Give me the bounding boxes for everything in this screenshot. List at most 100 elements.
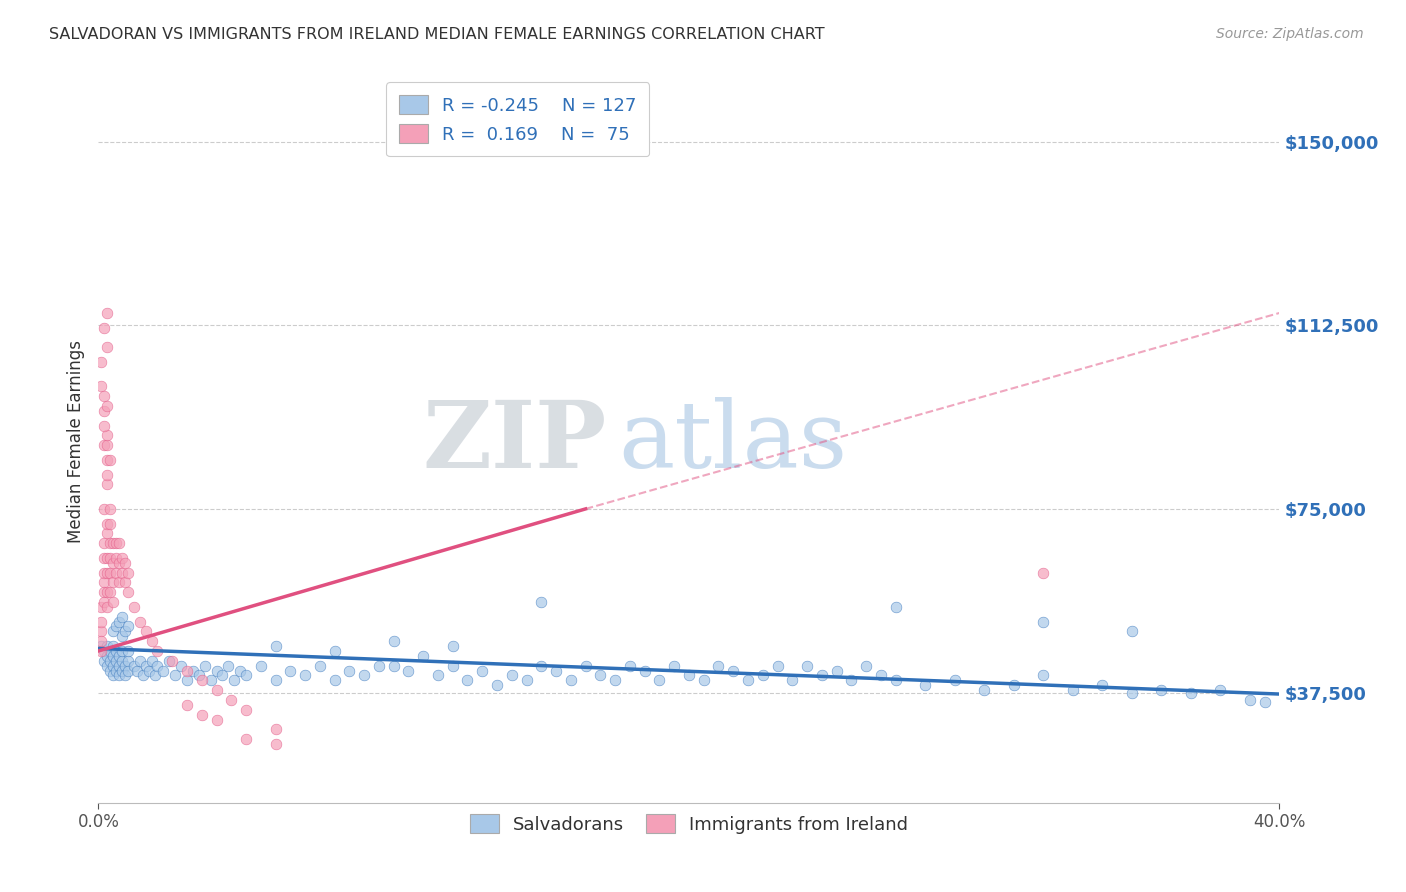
Point bbox=[114, 556, 136, 570]
Point bbox=[105, 566, 128, 580]
Point bbox=[280, 664, 302, 678]
Point bbox=[693, 673, 716, 688]
Point bbox=[235, 703, 257, 717]
Point bbox=[339, 664, 361, 678]
Point bbox=[752, 668, 775, 682]
Point bbox=[98, 654, 121, 668]
Point bbox=[90, 624, 112, 639]
Point bbox=[264, 639, 287, 653]
Point bbox=[441, 639, 464, 653]
Point bbox=[111, 550, 134, 565]
Point bbox=[114, 658, 136, 673]
Point bbox=[1150, 683, 1173, 698]
Point bbox=[211, 668, 233, 682]
Point bbox=[93, 654, 115, 668]
Point bbox=[111, 644, 134, 658]
Point bbox=[96, 340, 118, 354]
Point bbox=[170, 658, 193, 673]
Point bbox=[943, 673, 966, 688]
Point bbox=[117, 664, 139, 678]
Point bbox=[117, 654, 139, 668]
Point bbox=[486, 678, 509, 692]
Text: ZIP: ZIP bbox=[422, 397, 606, 486]
Point bbox=[90, 379, 112, 393]
Point bbox=[128, 615, 150, 629]
Point bbox=[146, 644, 169, 658]
Point bbox=[117, 566, 139, 580]
Point bbox=[205, 664, 228, 678]
Point bbox=[103, 624, 125, 639]
Point bbox=[619, 658, 641, 673]
Point bbox=[141, 634, 163, 648]
Point bbox=[678, 668, 700, 682]
Point bbox=[96, 550, 118, 565]
Point bbox=[191, 707, 214, 722]
Point bbox=[98, 550, 121, 565]
Point bbox=[914, 678, 936, 692]
Point bbox=[103, 639, 125, 653]
Point bbox=[162, 654, 183, 668]
Point bbox=[141, 654, 163, 668]
Point bbox=[98, 502, 121, 516]
Point bbox=[117, 644, 139, 658]
Text: Source: ZipAtlas.com: Source: ZipAtlas.com bbox=[1216, 27, 1364, 41]
Point bbox=[1121, 685, 1143, 699]
Point bbox=[146, 658, 169, 673]
Point bbox=[93, 389, 115, 403]
Point bbox=[870, 668, 893, 682]
Point bbox=[103, 536, 125, 550]
Point bbox=[1032, 615, 1054, 629]
Text: atlas: atlas bbox=[619, 397, 848, 486]
Point bbox=[264, 673, 287, 688]
Point bbox=[93, 566, 115, 580]
Point bbox=[810, 668, 832, 682]
Point bbox=[96, 306, 118, 320]
Point bbox=[441, 658, 464, 673]
Point bbox=[398, 664, 420, 678]
Point bbox=[96, 453, 118, 467]
Point bbox=[93, 418, 115, 433]
Point bbox=[152, 664, 174, 678]
Point bbox=[825, 664, 848, 678]
Point bbox=[105, 664, 128, 678]
Point bbox=[530, 658, 553, 673]
Point bbox=[575, 658, 598, 673]
Point bbox=[108, 536, 131, 550]
Point bbox=[98, 453, 121, 467]
Point bbox=[96, 428, 118, 442]
Point bbox=[90, 355, 112, 369]
Point bbox=[90, 639, 112, 653]
Point bbox=[589, 668, 612, 682]
Point bbox=[103, 648, 125, 663]
Point bbox=[250, 658, 273, 673]
Point bbox=[105, 550, 128, 565]
Point bbox=[165, 668, 187, 682]
Point bbox=[114, 624, 136, 639]
Point bbox=[90, 644, 112, 658]
Point bbox=[884, 599, 907, 614]
Point bbox=[766, 658, 789, 673]
Point bbox=[412, 648, 434, 663]
Point bbox=[264, 723, 287, 737]
Point bbox=[135, 624, 157, 639]
Point bbox=[96, 639, 118, 653]
Point bbox=[132, 668, 155, 682]
Point bbox=[90, 615, 112, 629]
Point bbox=[841, 673, 863, 688]
Point bbox=[108, 668, 131, 682]
Point bbox=[973, 683, 995, 698]
Point bbox=[707, 658, 730, 673]
Point bbox=[128, 654, 150, 668]
Point bbox=[664, 658, 686, 673]
Point bbox=[648, 673, 671, 688]
Point bbox=[157, 654, 180, 668]
Point bbox=[605, 673, 627, 688]
Point bbox=[353, 668, 375, 682]
Point bbox=[108, 648, 131, 663]
Point bbox=[111, 566, 134, 580]
Point bbox=[1032, 668, 1054, 682]
Point bbox=[93, 502, 115, 516]
Point bbox=[96, 477, 118, 491]
Point bbox=[1032, 566, 1054, 580]
Point bbox=[96, 399, 118, 413]
